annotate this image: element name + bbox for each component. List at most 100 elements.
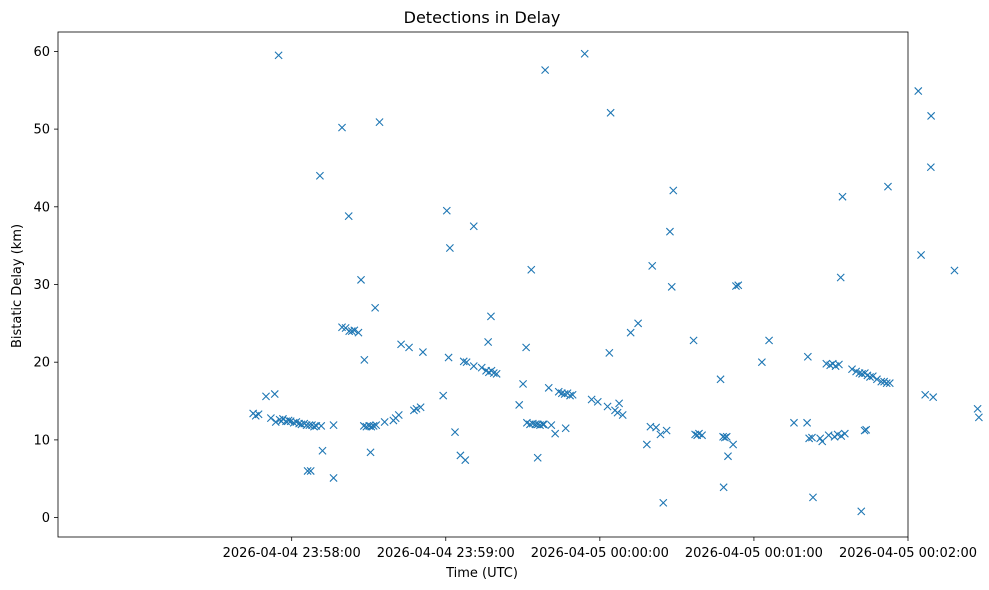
data-point-marker — [803, 352, 812, 361]
data-point-marker — [462, 358, 471, 367]
data-point-marker — [375, 118, 384, 127]
data-point-marker — [519, 379, 528, 388]
data-point-marker — [315, 171, 324, 180]
data-point-marker — [347, 327, 356, 336]
data-point-marker — [445, 243, 454, 252]
data-point-marker — [840, 429, 849, 438]
data-point-marker — [486, 312, 495, 321]
data-point-marker — [515, 400, 524, 409]
data-point-marker — [723, 452, 732, 461]
data-point-marker — [367, 422, 376, 431]
data-point-marker — [719, 483, 728, 492]
data-point-marker — [665, 227, 674, 236]
data-point-marker — [837, 432, 846, 440]
data-point-marker — [305, 421, 314, 430]
data-point-marker — [734, 281, 743, 290]
data-point-marker — [318, 446, 327, 455]
data-point-marker — [929, 393, 938, 402]
data-point-marker — [303, 466, 312, 475]
data-point-marker — [914, 87, 923, 96]
data-point-marker — [824, 431, 833, 440]
data-point-marker — [360, 355, 369, 364]
y-tick-label: 30 — [33, 278, 50, 293]
data-point-marker — [489, 369, 498, 378]
data-point-marker — [397, 340, 406, 349]
data-point-marker — [877, 377, 886, 386]
data-point-marker — [329, 473, 338, 482]
plot-frame — [57, 31, 909, 538]
data-point-marker — [834, 360, 843, 369]
data-point-marker — [808, 493, 817, 502]
data-point-marker — [354, 328, 363, 337]
data-point-marker — [883, 182, 892, 191]
data-point-marker — [634, 319, 643, 328]
data-point-marker — [836, 273, 845, 282]
data-markers — [249, 49, 983, 516]
data-point-marker — [698, 431, 707, 440]
data-point-marker — [538, 420, 547, 429]
x-axis-label: Time (UTC) — [445, 566, 518, 581]
data-point-marker — [274, 51, 283, 60]
data-point-marker — [765, 336, 774, 345]
data-point-marker — [618, 411, 627, 420]
data-point-marker — [561, 424, 570, 433]
data-point-marker — [626, 328, 635, 337]
data-point-marker — [729, 440, 738, 449]
data-point-marker — [547, 421, 556, 430]
x-tick-label: 2026-04-05 00:01:00 — [685, 546, 823, 561]
data-point-marker — [254, 410, 263, 419]
data-point-marker — [807, 433, 816, 442]
data-point-marker — [357, 275, 366, 284]
data-point-marker — [667, 282, 676, 291]
y-tick-label: 0 — [42, 511, 50, 526]
data-point-marker — [662, 426, 671, 435]
data-point-marker — [606, 108, 615, 117]
data-point-marker — [372, 421, 381, 430]
y-tick-label: 60 — [33, 45, 50, 60]
data-point-marker — [544, 383, 553, 392]
data-point-marker — [350, 326, 359, 335]
data-point-marker — [284, 416, 293, 425]
data-point-marker — [266, 414, 275, 423]
data-point-marker — [477, 363, 486, 372]
data-point-marker — [605, 348, 614, 357]
data-point-marker — [858, 369, 867, 378]
data-point-marker — [926, 163, 935, 172]
data-point-marker — [656, 430, 665, 439]
data-point-marker — [533, 453, 542, 462]
data-point-marker — [371, 303, 380, 312]
data-point-marker — [652, 423, 661, 432]
data-point-marker — [866, 372, 874, 381]
y-axis-label: Bistatic Delay (km) — [10, 224, 25, 348]
data-point-marker — [338, 123, 347, 132]
data-point-marker — [405, 343, 414, 352]
y-tick-label: 50 — [33, 123, 50, 138]
data-point-marker — [459, 357, 468, 366]
data-point-marker — [917, 250, 926, 259]
data-point-marker — [568, 390, 577, 399]
data-point-marker — [484, 338, 493, 346]
data-point-marker — [857, 507, 866, 516]
data-point-marker — [492, 369, 501, 378]
x-tick-label: 2026-04-05 00:02:00 — [839, 546, 977, 561]
x-axis-ticks: 2026-04-04 23:58:00 2026-04-04 23:59:00 20… — [223, 537, 977, 561]
data-point-marker — [527, 265, 536, 274]
data-point-marker — [615, 399, 624, 408]
data-point-marker — [416, 403, 425, 412]
x-tick-label: 2026-04-04 23:58:00 — [223, 546, 361, 561]
data-point-marker — [469, 362, 478, 371]
data-point-marker — [409, 406, 418, 415]
data-point-marker — [270, 390, 279, 399]
data-point-marker — [469, 222, 478, 231]
data-point-marker — [412, 404, 421, 413]
data-point-marker — [394, 411, 403, 420]
data-point-marker — [716, 375, 725, 384]
data-point-marker — [444, 353, 453, 362]
data-point-marker — [862, 425, 871, 434]
chart-title: Detections in Delay — [404, 8, 561, 27]
data-point-marker — [950, 266, 959, 275]
data-point-marker — [580, 49, 589, 58]
data-point-marker — [719, 432, 728, 441]
data-point-marker — [669, 186, 678, 195]
